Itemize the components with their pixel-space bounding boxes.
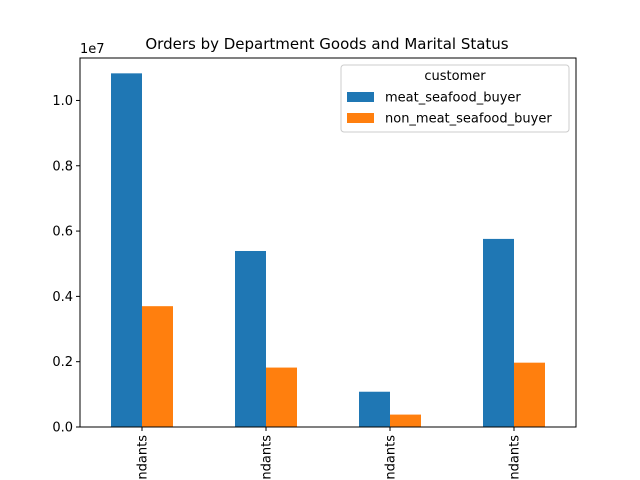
y-tick-label: 0.6	[52, 225, 73, 240]
bar-meat_seafood_buyer-0	[111, 73, 142, 428]
y-axis-offset-label: 1e7	[80, 42, 105, 57]
bar-meat_seafood_buyer-3	[483, 238, 514, 427]
bar-non_meat_seafood_buyer-2	[390, 414, 421, 427]
x-axis-ticks: ndants ndants ndants ndants	[136, 427, 523, 480]
legend-label: non_meat_seafood_buyer	[385, 112, 552, 127]
legend-box	[340, 64, 570, 133]
bar-non_meat_seafood_buyer-1	[266, 367, 297, 427]
chart-title: Orders by Department Goods and Marital S…	[145, 35, 508, 53]
legend-swatch-non_meat_seafood_buyer	[347, 113, 374, 123]
bar-non_meat_seafood_buyer-3	[514, 362, 545, 427]
y-tick-label: 1.0	[52, 94, 73, 109]
plot-frame	[79, 57, 577, 428]
y-tick-label: 0.2	[52, 355, 73, 370]
y-tick-label: 0.8	[52, 159, 73, 174]
y-tick-label: 0.4	[52, 290, 73, 305]
legend-label: meat_seafood_buyer	[385, 91, 521, 106]
legend: customer meat_seafood_buyer non_meat_seaf…	[340, 64, 570, 133]
y-tick-label: 0.0	[52, 421, 73, 436]
bars	[111, 73, 545, 428]
legend-swatch-meat_seafood_buyer	[347, 92, 374, 102]
legend-title: customer	[424, 69, 486, 84]
x-tick-label: ndants	[384, 435, 399, 480]
bar-non_meat_seafood_buyer-0	[142, 306, 173, 427]
x-tick-label: ndants	[260, 435, 275, 480]
bar-meat_seafood_buyer-2	[359, 391, 390, 427]
x-tick-label: ndants	[508, 435, 523, 480]
bar-meat_seafood_buyer-1	[235, 250, 266, 427]
y-axis-ticks: 0.0 0.2 0.4 0.6 0.8 1.0	[52, 94, 80, 436]
x-tick-label: ndants	[136, 435, 151, 480]
